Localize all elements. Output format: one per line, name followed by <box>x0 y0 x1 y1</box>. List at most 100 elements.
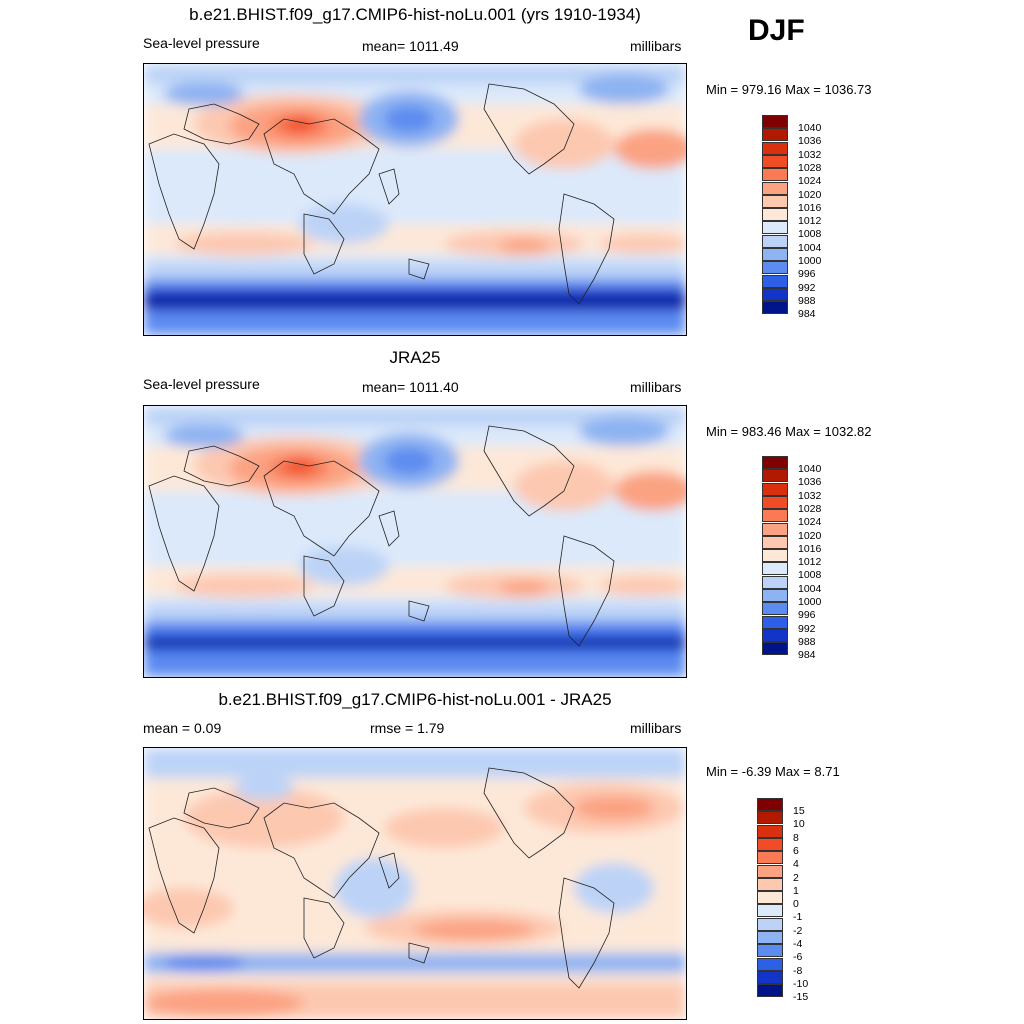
colorbar-box <box>757 798 783 811</box>
colorbar-label: 1024 <box>798 516 822 529</box>
colorbar-label: -6 <box>793 951 803 964</box>
colorbar-label: 1016 <box>798 201 822 214</box>
panel2-units-label: millibars <box>630 379 682 395</box>
colorbar-label: 4 <box>793 858 799 871</box>
colorbar-box <box>762 509 788 523</box>
colorbar-box <box>762 208 788 222</box>
colorbar-box <box>762 469 788 483</box>
panel3-rmse-label: rmse = 1.79 <box>370 720 445 736</box>
colorbar-box <box>762 248 788 261</box>
colorbar-label: 1 <box>793 884 799 897</box>
colorbar-box <box>757 944 783 958</box>
colorbar-label: 8 <box>793 831 799 844</box>
colorbar-label: -2 <box>793 924 803 937</box>
colorbar-label: 1012 <box>798 556 822 569</box>
colorbar-box <box>762 589 788 602</box>
panel1-map <box>143 63 687 336</box>
colorbar-label: 1040 <box>798 463 822 475</box>
panel1-minmax: Min = 979.16 Max = 1036.73 <box>706 82 872 97</box>
colorbar-label: 1000 <box>798 255 822 267</box>
colorbar-label: 988 <box>798 635 816 648</box>
colorbar-label: 1004 <box>798 241 822 254</box>
colorbar-label: 10 <box>793 818 805 831</box>
colorbar-box <box>762 221 788 235</box>
colorbar-box <box>757 851 783 865</box>
colorbar-box <box>757 837 783 851</box>
colorbar-box <box>762 128 788 142</box>
colorbar-box <box>762 642 788 656</box>
panel2-map <box>143 405 687 678</box>
colorbar-box <box>757 877 783 891</box>
colorbar-box <box>757 970 783 984</box>
colorbar-box <box>757 824 783 838</box>
colorbar-box <box>757 891 783 905</box>
colorbar-label: 1020 <box>798 188 822 201</box>
colorbar-box <box>762 234 788 248</box>
panel1-units-label: millibars <box>630 38 682 54</box>
colorbar-box <box>762 549 788 563</box>
colorbar-box <box>762 482 788 496</box>
panel1-mean-label: mean= 1011.49 <box>362 38 459 54</box>
panel3-colorbar: 15 10 8 6 4 2 1 0 -1 -2 -4 -6 -8 -10 -15 <box>757 798 817 1003</box>
season-label: DJF <box>748 14 805 47</box>
panel3-map <box>143 747 687 1020</box>
colorbar-label: 1012 <box>798 215 822 228</box>
panel2-colorbar: 1040 1036 1032 1028 1024 1020 1016 1012 1008 1004… <box>762 456 822 661</box>
panel1-title: b.e21.BHIST.f09_g17.CMIP6-hist-noLu.001 … <box>189 5 641 24</box>
colorbar-label: -10 <box>793 977 809 990</box>
colorbar-box <box>762 181 788 195</box>
colorbar-box <box>762 522 788 536</box>
colorbar-label: 15 <box>793 805 805 817</box>
panel3-minmax: Min = -6.39 Max = 8.71 <box>706 764 840 779</box>
colorbar-box <box>762 602 788 616</box>
colorbar-box <box>762 194 788 208</box>
colorbar-label: 1000 <box>798 596 822 608</box>
colorbar-label: 1028 <box>798 502 822 515</box>
colorbar-label: 984 <box>798 308 816 321</box>
panel1-colorbar: 1040 1036 1032 1028 1024 1020 1016 1012 1008 1004… <box>762 115 822 320</box>
colorbar-box <box>762 628 788 642</box>
colorbar-label: 1032 <box>798 148 822 161</box>
panel2-minmax: Min = 983.46 Max = 1032.82 <box>706 424 872 439</box>
panel1-variable-label: Sea-level pressure <box>143 35 260 51</box>
panel3-units-label: millibars <box>630 720 682 736</box>
colorbar-box <box>757 957 783 971</box>
colorbar-box <box>762 615 788 629</box>
colorbar-box <box>762 535 788 549</box>
panel3-title: b.e21.BHIST.f09_g17.CMIP6-hist-noLu.001 … <box>218 690 612 709</box>
colorbar-box <box>762 301 788 315</box>
colorbar-box <box>762 168 788 182</box>
colorbar-label: 992 <box>798 281 816 294</box>
colorbar-label: -4 <box>793 938 803 950</box>
colorbar-label: 1024 <box>798 175 822 188</box>
colorbar-label: 1036 <box>798 476 822 489</box>
colorbar-label: -15 <box>793 991 809 1004</box>
colorbar-box <box>762 274 788 288</box>
colorbar-box <box>757 811 783 825</box>
colorbar-box <box>762 141 788 155</box>
colorbar-box <box>762 154 788 168</box>
panel2-title: JRA25 <box>389 348 441 367</box>
colorbar-label: 1028 <box>798 161 822 174</box>
colorbar-label: 1004 <box>798 582 822 595</box>
colorbar-box <box>762 495 788 509</box>
colorbar-box <box>757 931 783 944</box>
colorbar-label: 1008 <box>798 569 822 582</box>
colorbar-box <box>757 917 783 931</box>
panel2-variable-label: Sea-level pressure <box>143 376 260 392</box>
colorbar-box <box>757 864 783 878</box>
colorbar-box <box>762 575 788 589</box>
colorbar-label: 1020 <box>798 529 822 542</box>
colorbar-label: 996 <box>798 609 816 622</box>
colorbar-label: 1040 <box>798 122 822 134</box>
colorbar-box <box>757 984 783 998</box>
colorbar-label: 996 <box>798 268 816 281</box>
colorbar-box <box>762 261 788 275</box>
colorbar-box <box>762 115 788 128</box>
colorbar-box <box>762 287 788 301</box>
colorbar-label: 984 <box>798 649 816 662</box>
colorbar-label: 0 <box>793 898 799 911</box>
colorbar-label: 2 <box>793 871 799 884</box>
colorbar-label: -1 <box>793 911 803 924</box>
colorbar-label: 1036 <box>798 135 822 148</box>
